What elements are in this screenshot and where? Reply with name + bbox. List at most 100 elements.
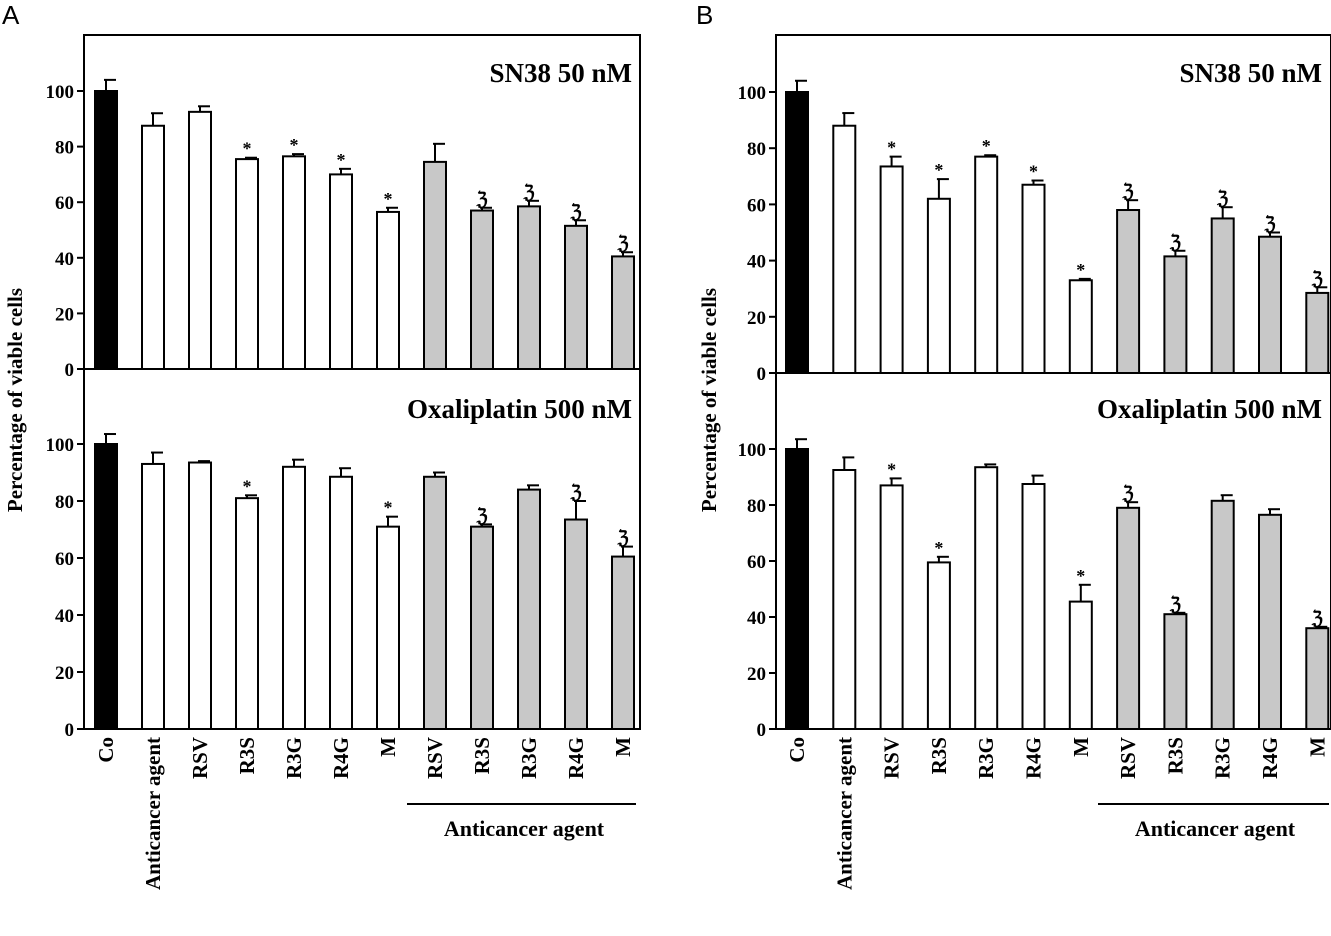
- y-tick-label: 100: [738, 440, 767, 461]
- significance-mark: ℨ: [616, 528, 628, 548]
- x-category-label: R4G: [329, 737, 353, 779]
- x-category-label: R3S: [235, 737, 259, 774]
- bar: [1021, 483, 1046, 730]
- significance-mark: *: [337, 150, 346, 170]
- bar: [282, 465, 306, 730]
- subplot-top: SN38 50 nM 0 20 40 60 80 100 * * * * ℨ ℨ ℨ ℨ: [46, 58, 635, 381]
- bar: [611, 555, 635, 731]
- y-axis-label: Percentage of viable cells: [697, 288, 721, 512]
- subplot-bottom: Oxaliplatin 500 nM 0 20 40 60 80 100 * * * ℨ ℨ ℨ: [738, 394, 1330, 741]
- y-tick-label: 80: [747, 496, 766, 517]
- significance-mark: ℨ: [569, 482, 581, 502]
- significance-mark: *: [887, 138, 896, 158]
- bar: [1068, 600, 1093, 730]
- x-category-label: RSV: [880, 737, 904, 779]
- subplot-title: SN38 50 nM: [489, 58, 632, 88]
- significance-mark: *: [934, 538, 943, 558]
- bar: [1116, 506, 1141, 730]
- bar: [1258, 235, 1282, 374]
- x-category-label: R3G: [282, 737, 306, 779]
- significance-mark: ℨ: [1122, 181, 1134, 201]
- y-tick-label: 40: [55, 606, 74, 627]
- significance-mark: ℨ: [1216, 188, 1228, 208]
- significance-mark: *: [384, 189, 393, 209]
- x-category-label: R3S: [1163, 737, 1187, 774]
- bar: [785, 91, 809, 374]
- bar: [329, 173, 353, 370]
- subplot-title: Oxaliplatin 500 nM: [407, 394, 632, 424]
- bar: [235, 497, 259, 730]
- significance-mark: ℨ: [1169, 232, 1181, 252]
- y-tick-label: 20: [55, 663, 74, 684]
- bar: [235, 158, 259, 370]
- bar: [926, 197, 951, 374]
- significance-mark: *: [1076, 566, 1085, 586]
- bar: [974, 466, 999, 730]
- significance-mark: *: [243, 139, 252, 159]
- significance-mark: *: [384, 498, 393, 518]
- x-category-label: M: [376, 737, 400, 757]
- group-label: Anticancer agent: [1135, 816, 1296, 841]
- significance-mark: *: [887, 459, 896, 479]
- panel-letter: A: [2, 0, 20, 30]
- x-category-label: RSV: [188, 737, 212, 779]
- subplot-top: SN38 50 nM 0 20 40 60 80 100 * * * * * ℨ ℨ ℨ ℨ ℨ: [738, 58, 1330, 385]
- bar: [188, 461, 212, 730]
- x-category-label: R3G: [1211, 737, 1235, 779]
- significance-mark: ℨ: [1263, 214, 1275, 234]
- bar: [282, 155, 306, 370]
- y-tick-label: 100: [46, 82, 75, 103]
- y-tick-label: 100: [46, 435, 75, 456]
- significance-mark: *: [1076, 260, 1085, 280]
- y-tick-label: 60: [55, 193, 74, 214]
- plot-frame: [775, 34, 1331, 730]
- subplot-title: SN38 50 nM: [1179, 58, 1322, 88]
- y-tick-label: 40: [747, 608, 766, 629]
- bar: [517, 205, 541, 370]
- bar: [1021, 183, 1046, 374]
- x-category-label: M: [1305, 737, 1329, 757]
- y-tick-label: 60: [55, 549, 74, 570]
- bar: [141, 462, 165, 730]
- y-tick-label: 80: [55, 492, 74, 513]
- significance-mark: ℨ: [475, 505, 487, 525]
- bar: [1305, 291, 1330, 375]
- x-category-label: RSV: [1116, 737, 1140, 779]
- y-tick-label: 0: [757, 720, 767, 741]
- x-category-label: R4G: [1258, 737, 1282, 779]
- bar: [470, 209, 494, 370]
- y-tick-label: 20: [55, 304, 74, 325]
- bar: [94, 443, 118, 730]
- x-category-label: Co: [94, 737, 118, 763]
- bar: [832, 469, 857, 730]
- significance-mark: *: [1029, 162, 1038, 182]
- bar: [423, 475, 447, 730]
- bar: [926, 561, 951, 731]
- significance-mark: *: [290, 135, 299, 155]
- x-category-label: RSV: [423, 737, 447, 779]
- x-category-label: Anticancer agent: [832, 737, 856, 890]
- subplot-title: Oxaliplatin 500 nM: [1097, 394, 1322, 424]
- bar: [1258, 513, 1282, 730]
- x-category-label: M: [611, 737, 635, 757]
- x-category-label: R3S: [470, 737, 494, 774]
- y-tick-label: 80: [747, 139, 766, 160]
- bar: [974, 155, 999, 374]
- significance-mark: *: [934, 160, 943, 180]
- y-tick-label: 0: [65, 720, 75, 741]
- bar: [832, 124, 857, 374]
- x-category-label: Anticancer agent: [141, 737, 165, 890]
- x-category-label: R3G: [974, 737, 998, 779]
- bar: [1210, 217, 1235, 374]
- significance-mark: ℨ: [616, 233, 628, 253]
- bar: [879, 484, 904, 730]
- x-category-label: R4G: [1022, 737, 1046, 779]
- subplot-bottom: Oxaliplatin 500 nM 0 20 40 60 80 100 * * ℨ ℨ ℨ: [46, 394, 635, 741]
- bar: [611, 255, 635, 370]
- y-tick-label: 0: [65, 360, 75, 381]
- bar: [1163, 255, 1188, 375]
- y-tick-label: 60: [747, 552, 766, 573]
- x-category-label: R3G: [517, 737, 541, 779]
- y-tick-label: 20: [747, 308, 766, 329]
